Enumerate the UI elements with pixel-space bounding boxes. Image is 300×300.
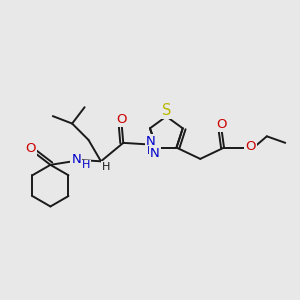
Text: S: S bbox=[162, 103, 171, 118]
Text: N: N bbox=[146, 135, 155, 148]
Text: O: O bbox=[245, 140, 256, 153]
Text: H: H bbox=[146, 146, 155, 156]
Text: O: O bbox=[116, 113, 127, 126]
Text: O: O bbox=[25, 142, 36, 155]
Text: N: N bbox=[150, 147, 160, 160]
Text: O: O bbox=[216, 118, 227, 131]
Text: N: N bbox=[71, 153, 81, 166]
Text: H: H bbox=[102, 162, 110, 172]
Text: H: H bbox=[82, 160, 90, 170]
